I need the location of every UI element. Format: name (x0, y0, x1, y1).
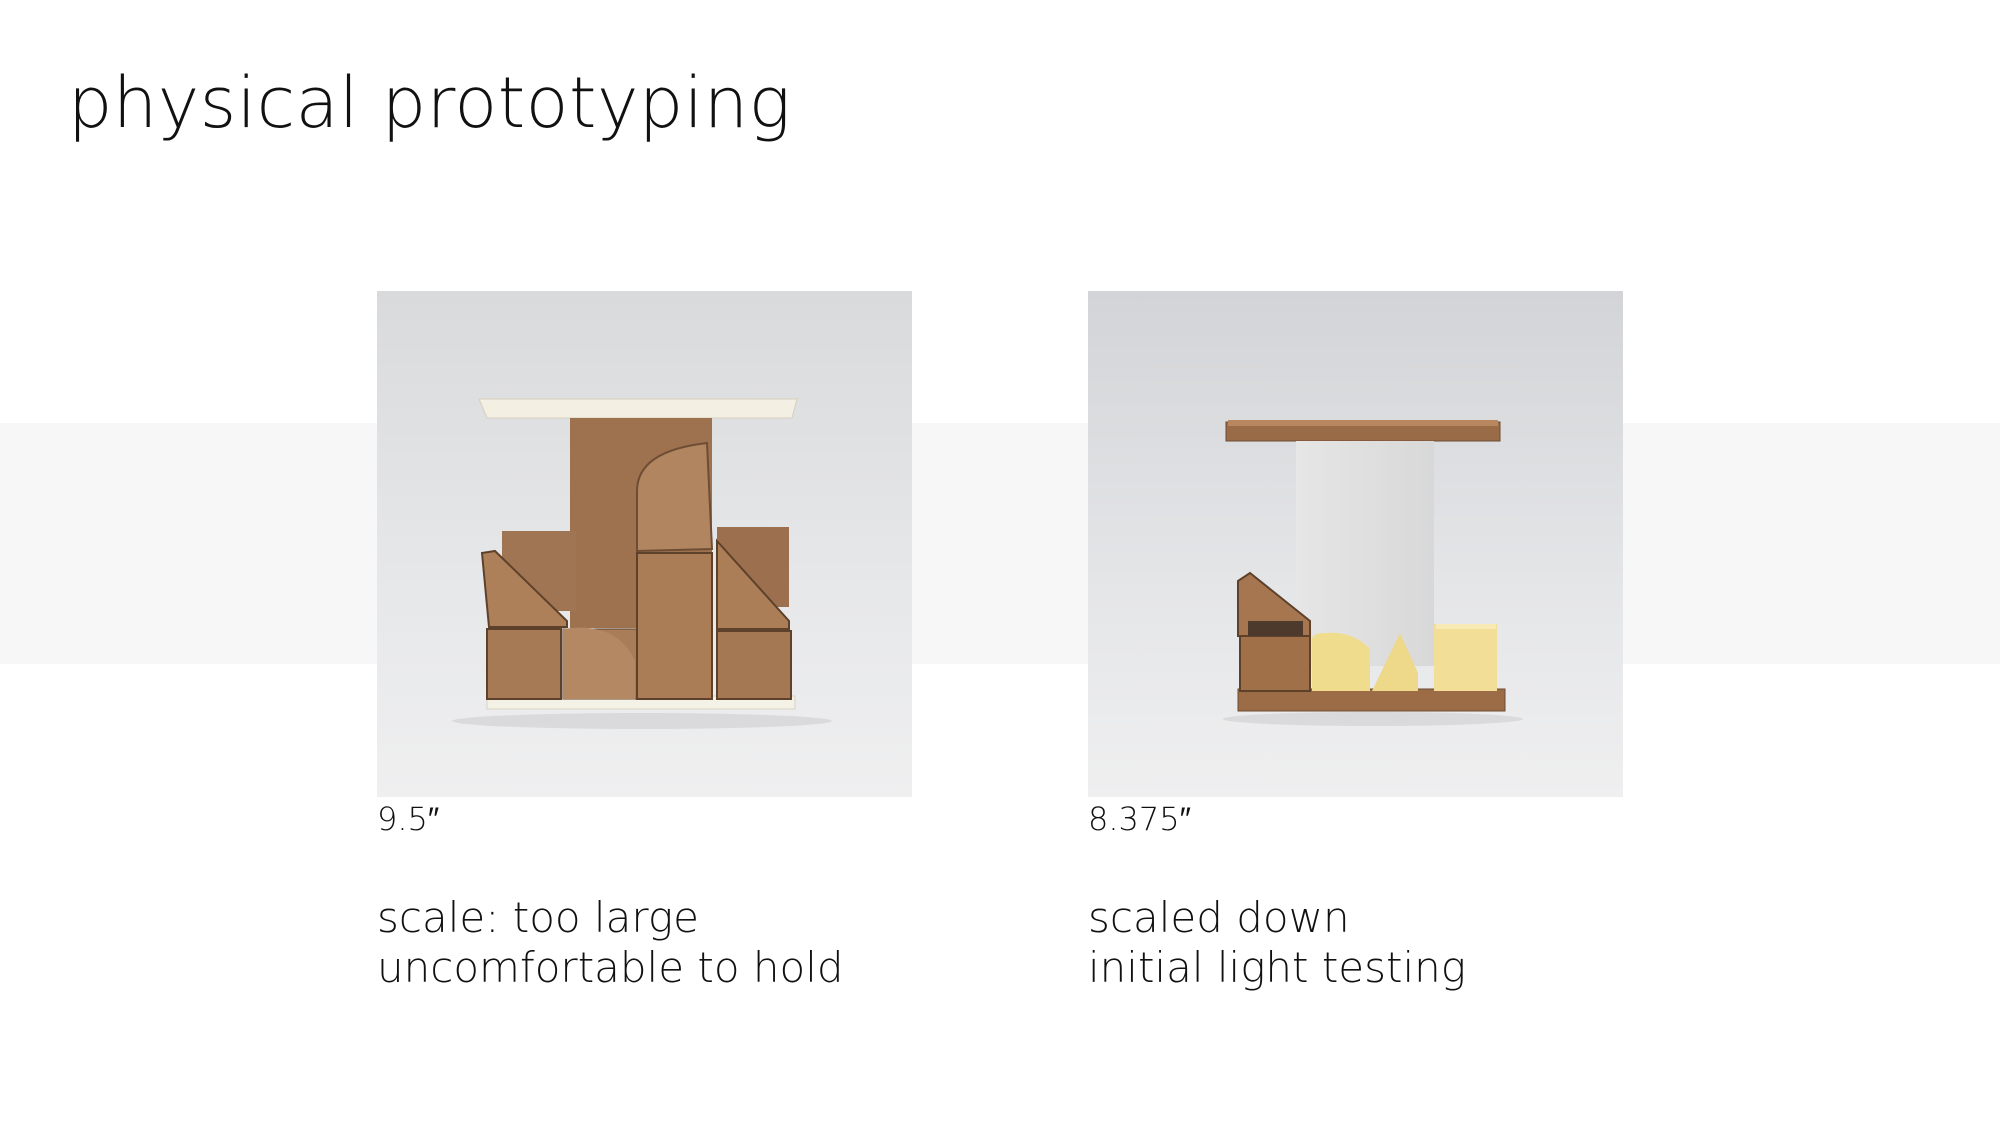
prototype-1-photo (377, 291, 912, 797)
caption-line: scale: too large (377, 893, 844, 943)
caption-line: uncomfortable to hold (377, 943, 844, 993)
caption-line: scaled down (1088, 893, 1466, 943)
prototype-2-caption: scaled down initial light testing (1088, 893, 1466, 993)
caption-line: initial light testing (1088, 943, 1466, 993)
prototype-2-dimension: 8.375″ (1088, 800, 1191, 838)
prototype-2-photo (1088, 291, 1623, 797)
prototype-1-dimension: 9.5″ (377, 800, 439, 838)
background-band (0, 423, 2000, 664)
page-title: physical prototyping (68, 62, 791, 144)
prototype-1-caption: scale: too large uncomfortable to hold (377, 893, 844, 993)
